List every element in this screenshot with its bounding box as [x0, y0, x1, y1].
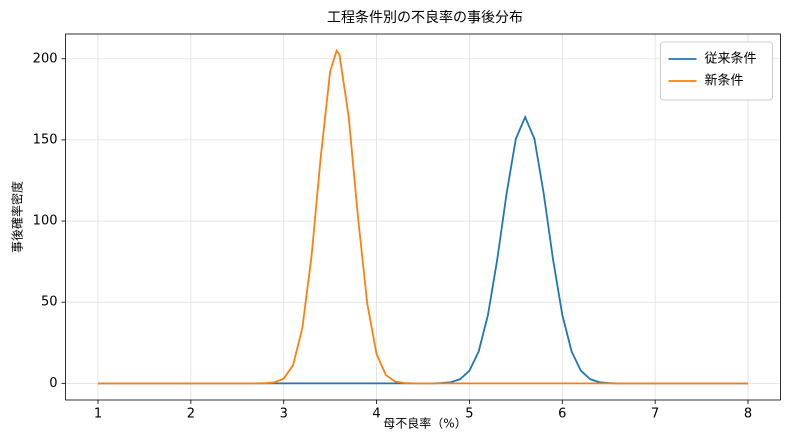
plot-frame	[65, 33, 781, 401]
y-axis-label: 事後確率密度	[10, 181, 25, 253]
x-tick-label: 7	[651, 407, 659, 422]
x-tick-label: 3	[280, 407, 288, 422]
line	[98, 48, 748, 385]
x-tick-label: 5	[465, 407, 473, 422]
legend-label: 新条件	[705, 73, 744, 89]
chart-title: 工程条件別の不良率の事後分布	[327, 9, 523, 26]
x-axis-label: 母不良率（%）	[383, 416, 466, 431]
x-tick-label: 8	[744, 407, 752, 422]
y-tick-label: 50	[41, 295, 58, 310]
y-tick-label: 200	[33, 51, 58, 66]
x-tick-label: 4	[372, 407, 380, 422]
x-tick-label: 2	[187, 407, 195, 422]
legend-label: 従来条件	[705, 51, 757, 67]
y-tick-label: 150	[33, 132, 58, 147]
y-tick-label: 100	[33, 214, 58, 229]
x-tick-label: 1	[94, 407, 102, 422]
line	[98, 114, 748, 385]
x-tick-label: 6	[558, 407, 566, 422]
legend-frame	[660, 41, 773, 101]
y-tick-label: 0	[49, 376, 57, 391]
